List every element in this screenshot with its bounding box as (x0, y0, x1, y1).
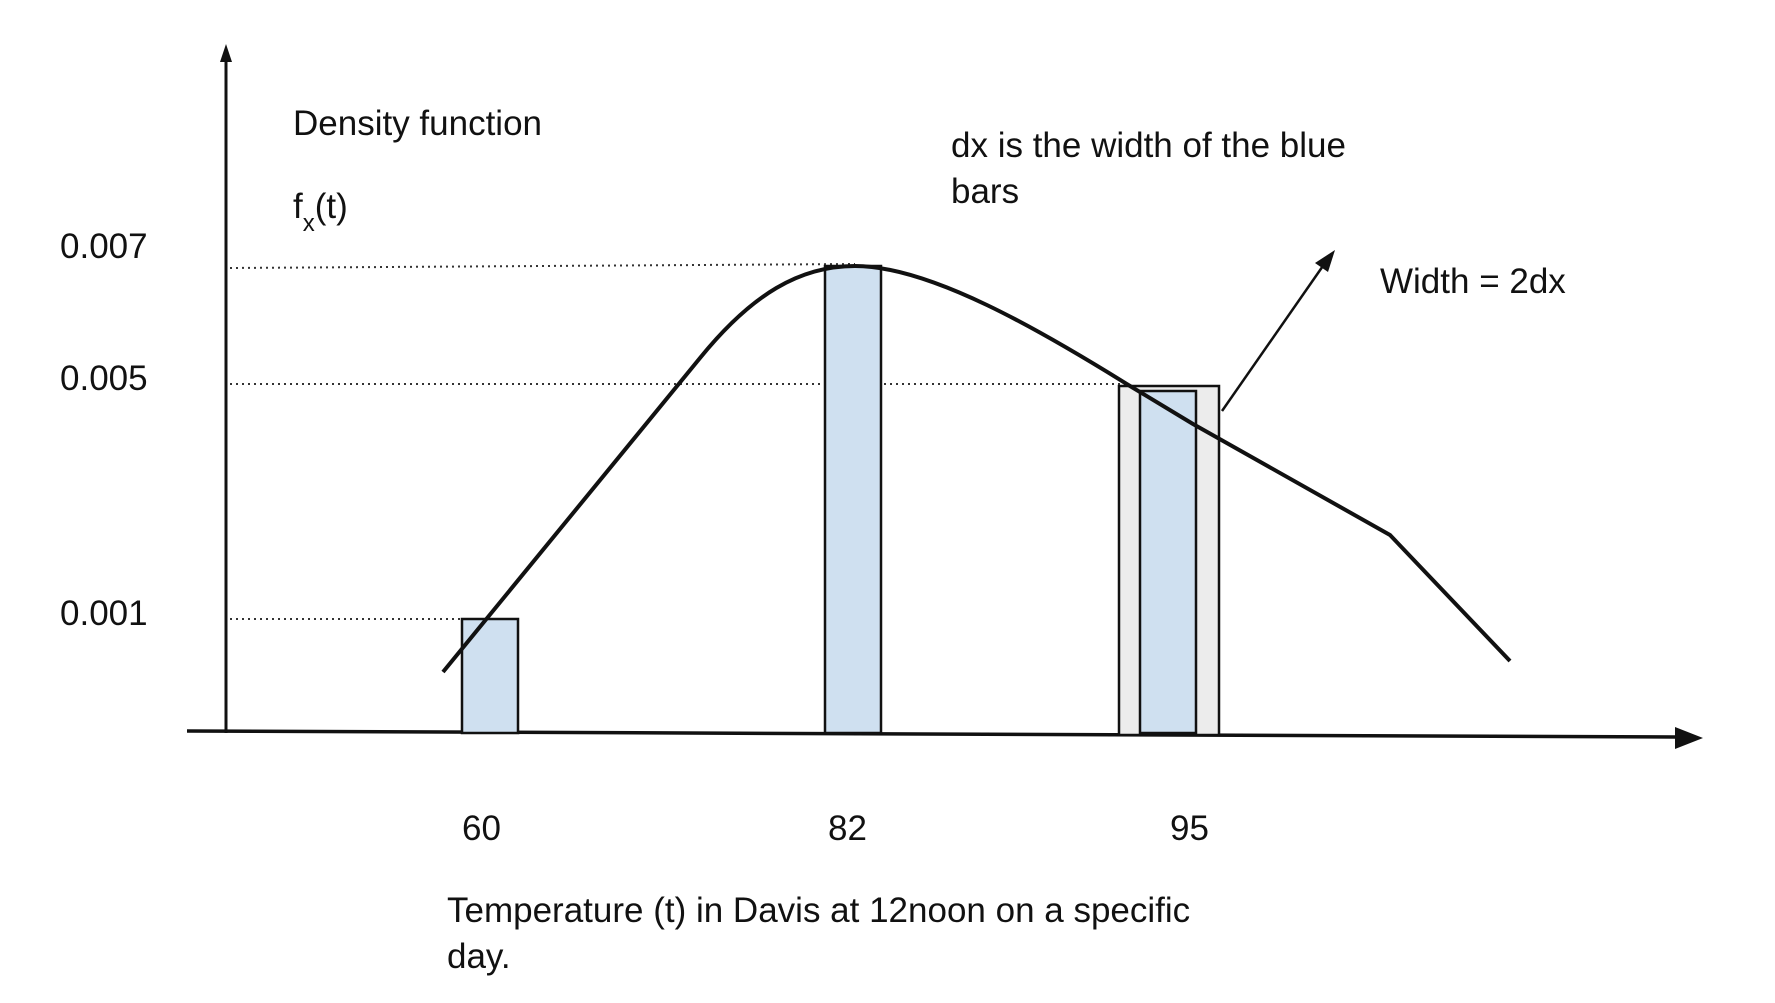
bar-82 (823, 264, 883, 735)
x-tick-82: 82 (828, 809, 867, 848)
y-tick-0005: 0.005 (60, 359, 148, 398)
dx-note-line1: dx is the width of the blue (951, 126, 1346, 165)
y-tick-0007: 0.007 (60, 227, 148, 266)
guide-line-0007 (229, 263, 856, 269)
y-tick-0001: 0.001 (60, 594, 148, 633)
density-curve (441, 264, 1512, 674)
y-axis-title: Density function (293, 104, 542, 143)
width-arrow-line (1220, 262, 1327, 412)
y-axis-symbol: fx(t) (293, 187, 348, 237)
bar-95 (1138, 389, 1198, 735)
x-tick-95: 95 (1170, 809, 1209, 848)
x-axis-arrowhead (1675, 727, 1703, 749)
x-tick-60: 60 (462, 809, 501, 848)
bar-60 (460, 617, 520, 735)
width-label: Width = 2dx (1380, 262, 1566, 301)
width-arrow-head (1315, 250, 1335, 272)
x-axis-caption-line1: Temperature (t) in Davis at 12noon on a … (447, 891, 1190, 930)
x-axis-line (186, 729, 1676, 739)
y-axis-arrowhead (220, 44, 232, 62)
x-axis-caption-line2: day. (447, 937, 511, 976)
dx-note-line2: bars (951, 172, 1019, 211)
